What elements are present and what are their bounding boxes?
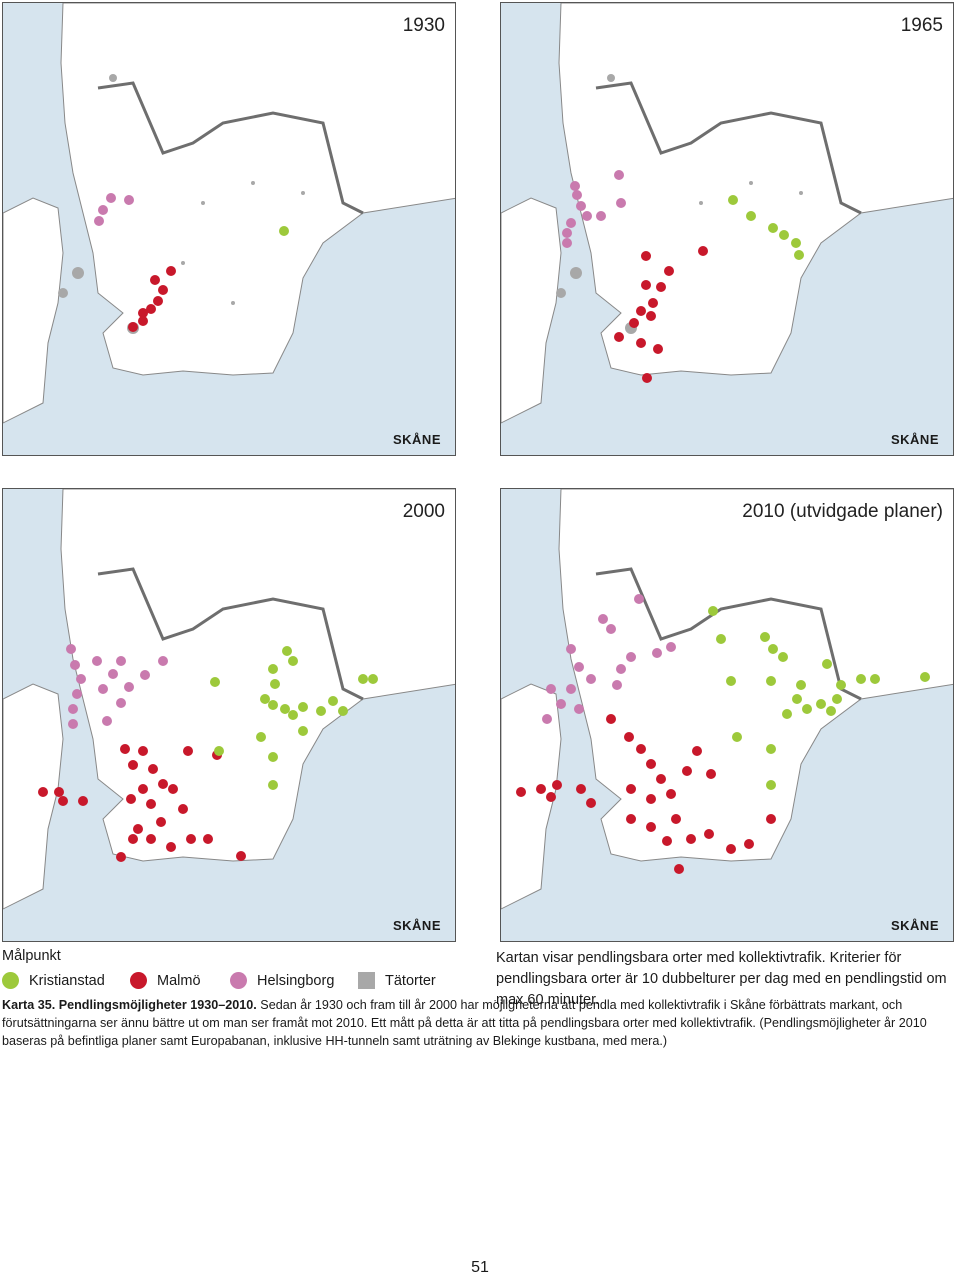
points-kristianstad xyxy=(279,226,289,236)
tatorter-square-icon xyxy=(358,972,375,989)
legend-label: Malmö xyxy=(157,972,201,989)
legend-item-kristianstad: Kristianstad xyxy=(2,972,105,989)
legend-label: Helsingborg xyxy=(257,972,335,989)
map-year-label: 2000 xyxy=(402,501,445,522)
map-graphic xyxy=(3,489,455,910)
land-mainland xyxy=(558,489,953,862)
points-kristianstad xyxy=(728,195,804,260)
region-skane-logo: SKÅNE xyxy=(392,918,441,933)
points-malmo xyxy=(614,246,708,383)
national-border xyxy=(97,567,364,701)
legend-label: Kristianstad xyxy=(29,972,105,989)
towns xyxy=(556,74,803,334)
points-helsingborg xyxy=(542,594,676,724)
region-skane-logo: SKÅNE xyxy=(890,918,939,933)
legend-item-malmo: Malmö xyxy=(130,972,201,989)
points-malmo xyxy=(38,744,246,862)
map-criteria-note: Kartan visar pendlingsbara orter med kol… xyxy=(496,950,947,1008)
malmo-dot-icon xyxy=(130,972,147,989)
land-mainland xyxy=(60,3,455,376)
points-malmo xyxy=(128,266,176,332)
kristianstad-dot-icon xyxy=(2,972,19,989)
map-1930: 1930 SKÅNE xyxy=(2,2,456,456)
caption-title: Karta 35. Pendlingsmöjligheter 1930–2010… xyxy=(2,998,257,1012)
map-year-label: 2010 (utvidgade planer) xyxy=(742,501,943,522)
region-skane-logo: SKÅNE xyxy=(890,432,939,447)
legend-heading: Målpunkt xyxy=(2,948,61,964)
map-2010: 2010 (utvidgade planer) SKÅNE xyxy=(500,488,954,942)
figure-caption: Karta 35. Pendlingsmöjligheter 1930–2010… xyxy=(2,996,952,1050)
map-1965: 1965 SKÅNE xyxy=(500,2,954,456)
legend-label: Tätorter xyxy=(385,972,436,989)
land-zealand xyxy=(3,683,64,910)
map-graphic xyxy=(501,489,953,910)
map-2000: 2000 SKÅNE xyxy=(2,488,456,942)
caption-text: Sedan år 1930 och fram till år 2000 har … xyxy=(2,998,927,1048)
points-helsingborg xyxy=(562,170,626,248)
map-year-label: 1930 xyxy=(402,15,445,36)
land-zealand xyxy=(501,197,562,424)
region-skane-logo: SKÅNE xyxy=(392,432,441,447)
points-helsingborg xyxy=(94,193,134,226)
national-border xyxy=(595,567,862,701)
legend-item-helsingborg: Helsingborg xyxy=(230,972,334,989)
land-zealand xyxy=(3,197,64,424)
legend-item-tatorter: Tätorter xyxy=(358,972,436,989)
map-year-label: 1965 xyxy=(900,15,943,36)
national-border xyxy=(97,81,364,215)
map-graphic xyxy=(3,3,455,424)
helsingborg-dot-icon xyxy=(230,972,247,989)
page-number: 51 xyxy=(471,1259,489,1276)
points-kristianstad xyxy=(210,646,378,790)
points-kristianstad xyxy=(708,606,930,790)
national-border xyxy=(595,81,862,215)
points-helsingborg xyxy=(66,644,168,729)
points-malmo xyxy=(516,714,776,874)
land-mainland xyxy=(558,3,953,376)
map-graphic xyxy=(501,3,953,424)
land-mainland xyxy=(60,489,455,862)
